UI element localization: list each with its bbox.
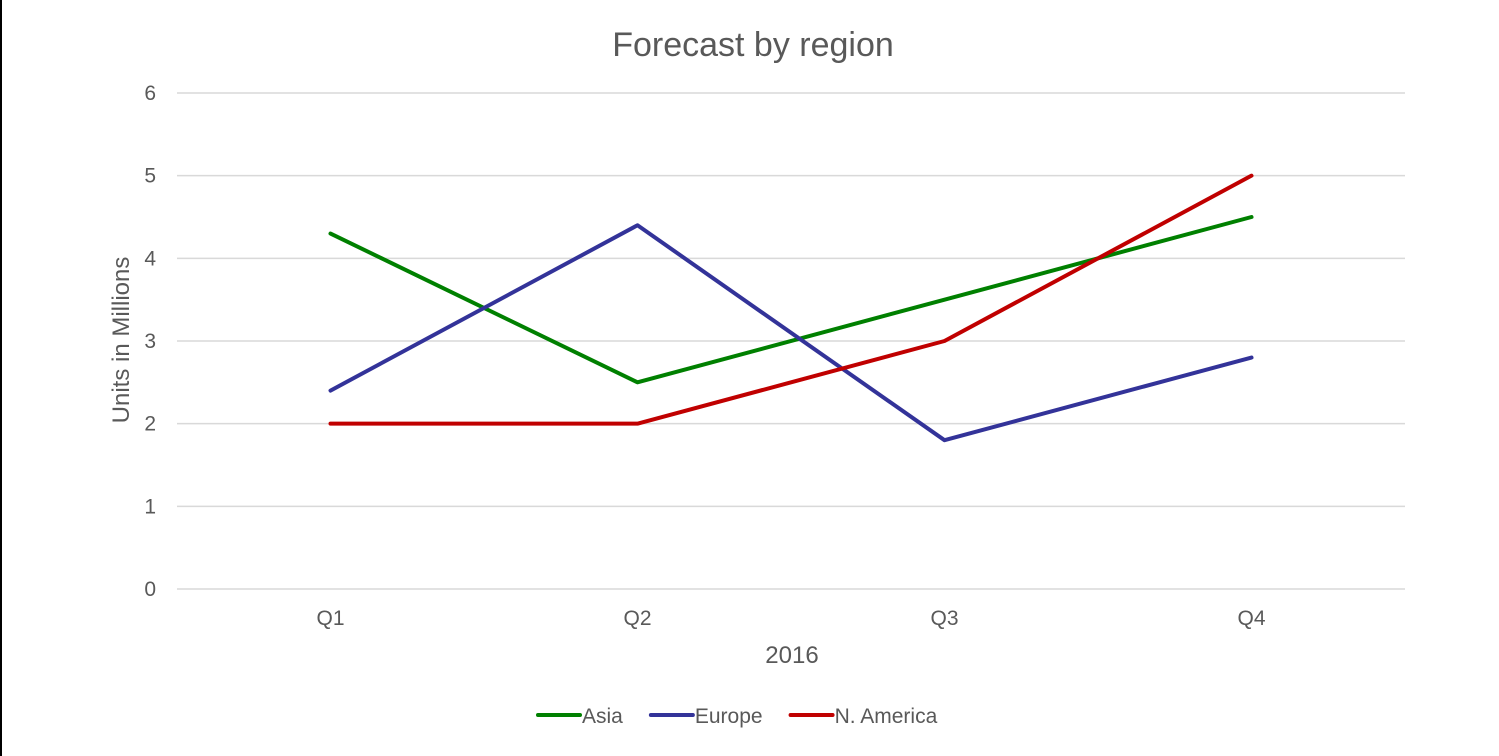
series-line-n-america	[328, 173, 1254, 426]
y-axis-label: Units in Millions	[108, 257, 135, 424]
legend-label-n-america: N. America	[835, 705, 938, 728]
y-tick-label: 6	[144, 82, 156, 105]
x-tick-label: Q3	[930, 607, 958, 630]
chart-title: Forecast by region	[612, 26, 894, 64]
legend: Asia Europe N. America	[536, 705, 938, 728]
y-tick-label: 3	[144, 330, 156, 353]
series-line-europe	[328, 223, 1254, 443]
y-axis-ticks: 0 1 2 3 4 5 6	[144, 82, 156, 601]
legend-label-europe: Europe	[695, 705, 763, 728]
y-tick-label: 2	[144, 413, 156, 436]
y-tick-label: 1	[144, 495, 156, 518]
y-tick-label: 0	[144, 578, 156, 601]
x-tick-label: Q2	[623, 607, 651, 630]
x-axis-label: 2016	[765, 642, 818, 669]
y-tick-label: 4	[144, 247, 156, 270]
y-tick-label: 5	[144, 165, 156, 188]
x-tick-label: Q1	[316, 607, 344, 630]
x-axis-ticks: Q1 Q2 Q3 Q4	[316, 607, 1265, 630]
legend-label-asia: Asia	[582, 705, 623, 728]
series-lines	[328, 173, 1254, 443]
series-line-asia	[328, 215, 1254, 385]
x-tick-label: Q4	[1237, 607, 1265, 630]
